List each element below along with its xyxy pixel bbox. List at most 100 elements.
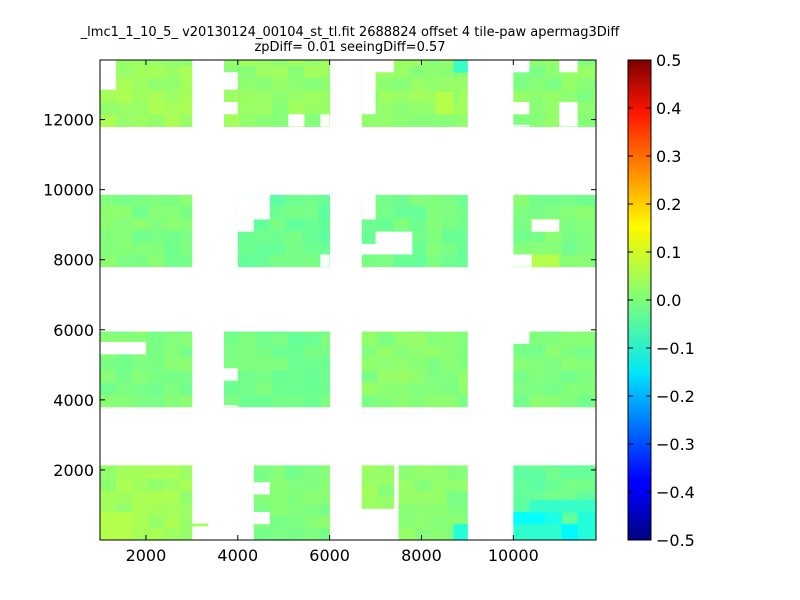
heatmap-cell [426,345,443,359]
heatmap-cell [132,77,149,91]
heatmap-cell [132,229,149,243]
heatmap-cell [100,357,117,371]
heatmap-cell [545,114,562,127]
heatmap-cell [577,478,595,492]
heatmap-cell [426,331,443,334]
empty-cell [513,124,530,127]
heatmap-cell [442,114,459,127]
heatmap-cell [410,60,427,66]
heatmap-cell [132,357,149,371]
heatmap-cell [414,490,432,504]
heatmap-cell [132,65,149,78]
heatmap-cell [458,89,468,103]
heatmap-cell [272,60,289,66]
heatmap-cell [458,331,468,334]
heatmap-cell [132,394,149,408]
heatmap-cell [393,194,411,206]
heatmap-cell [513,511,546,525]
heatmap-cell [453,524,468,541]
heatmap-cell [304,60,321,66]
heatmap-cell [593,60,597,66]
heatmap-cell [253,242,271,255]
heatmap-cell [132,331,149,334]
heatmap-cell [545,370,562,383]
heatmap-cell [164,331,181,334]
heatmap-cell [410,194,427,206]
heatmap-cell [286,194,303,206]
heatmap-cell [410,102,427,115]
heatmap-cell [304,102,321,115]
heatmap-cell [442,370,459,383]
heatmap-cell [320,394,331,408]
heatmap-cell [545,102,562,115]
heatmap-cell [132,465,149,467]
heatmap-cell [593,229,597,243]
x-tick-label: 2000 [126,546,167,565]
heatmap-cell [100,490,117,504]
heatmap-cell [513,370,530,383]
heatmap-cell [442,394,459,408]
heatmap-cell [458,102,468,115]
heatmap-cell [100,254,117,268]
heatmap-cell [410,254,427,268]
heatmap-cell [393,89,411,103]
heatmap-cell [529,499,597,513]
heatmap-cell [545,60,562,66]
heatmap-cell [180,466,193,480]
heatmap-cell [577,394,595,408]
heatmap-cell [577,382,595,395]
heatmap-cell [148,357,165,371]
heatmap-cell [513,465,530,467]
heatmap-cell [377,205,395,219]
heatmap-cell [302,242,319,255]
heatmap-cell [253,527,271,541]
x-tick-label: 8000 [401,546,442,565]
heatmap-cell [269,229,287,243]
heatmap-cell [561,370,579,383]
heatmap-cell [240,102,257,115]
heatmap-cell [545,333,562,346]
heatmap-cell [377,331,395,334]
empty-cell [224,72,238,90]
heatmap-cell [529,114,546,127]
heatmap-cell [180,254,193,268]
heatmap-cell [593,89,597,103]
heatmap-cell [398,527,415,541]
heatmap-cell [224,114,241,127]
heatmap-cell [577,254,595,268]
heatmap-cell [116,205,133,219]
heatmap-cell [361,394,379,408]
heatmap-cell [393,357,411,371]
heatmap-cell [116,357,133,371]
heatmap-cell [240,382,257,395]
heatmap-cell [561,466,579,480]
heatmap-cell [462,466,468,480]
heatmap-cell [529,370,546,383]
heatmap-cell [529,357,546,371]
heatmap-cell [577,357,595,371]
heatmap-cell [529,254,560,268]
heatmap-cell [513,89,530,103]
heatmap-cell [180,194,193,206]
heatmap-cell [393,114,411,127]
heatmap-cell [462,478,468,492]
heatmap-cell [398,490,415,504]
heatmap-cell [561,478,579,492]
empty-cell [559,60,578,73]
heatmap-cell [180,205,193,219]
heatmap-cell [529,478,546,492]
heatmap-cell [148,490,165,504]
heatmap-cell [577,102,595,115]
heatmap-cell [458,194,468,206]
heatmap-cell [430,527,448,541]
heatmap-cell [100,331,117,334]
heatmap-cell [116,466,133,480]
heatmap-cell [545,465,562,467]
heatmap-cell [361,471,379,485]
heatmap-cell [577,345,595,359]
heatmap-cell [414,527,432,541]
heatmap-cell [272,370,289,383]
heatmap-cell [426,370,443,383]
heatmap-cell [393,370,411,383]
heatmap-cell [430,515,448,529]
